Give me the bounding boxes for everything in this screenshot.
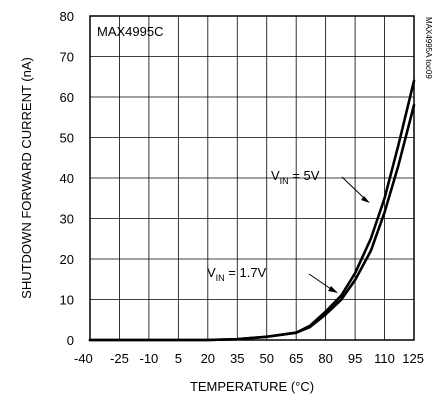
y-tick-label: 60	[60, 90, 74, 105]
y-axis-label: SHUTDOWN FORWARD CURRENT (nA)	[19, 57, 34, 299]
side-note: MAX4995A toc09	[424, 17, 433, 79]
series-layer	[88, 79, 416, 342]
callout-label-series-2: VIN = 1.7V	[207, 265, 267, 283]
x-tick-label: 110	[374, 351, 395, 366]
series-line-2	[88, 103, 416, 342]
x-tick-label: 50	[259, 351, 273, 366]
y-tick-label: 0	[67, 333, 74, 348]
grid	[90, 16, 414, 340]
x-tick-label: 65	[289, 351, 303, 366]
callout-arrow-line	[341, 176, 366, 200]
y-tick-label: 20	[60, 252, 74, 267]
y-tick-label: 70	[60, 50, 74, 65]
x-tick-label: 5	[175, 351, 182, 366]
callout-label-series-1: VIN = 5V	[271, 168, 320, 186]
x-tick-label: -40	[74, 351, 93, 366]
x-axis-label: TEMPERATURE (°C)	[190, 379, 314, 394]
series-line-1	[88, 79, 416, 342]
callout-arrowhead	[328, 286, 338, 293]
x-tick-label: 125	[402, 351, 424, 366]
callout-arrowhead	[361, 196, 370, 203]
x-tick-label: -25	[110, 351, 129, 366]
x-tick-label: -10	[140, 351, 159, 366]
callout-series-2: VIN = 1.7V	[207, 265, 338, 293]
x-tick-label: 80	[318, 351, 332, 366]
x-tick-label: 20	[201, 351, 215, 366]
callout-arrow-line	[308, 273, 332, 290]
y-tick-label: 30	[60, 212, 74, 227]
plot-frame	[89, 15, 415, 341]
y-tick-label: 50	[60, 131, 74, 146]
callout-series-1: VIN = 5V	[271, 168, 370, 203]
chart-title: MAX4995C	[97, 24, 163, 39]
x-axis-ticks: -40 -25 -10 5 20 35 50 65 80 95 110 125	[74, 351, 424, 366]
y-tick-label: 40	[60, 171, 74, 186]
y-axis-ticks: 0 10 20 30 40 50 60 70 80	[60, 9, 74, 348]
y-tick-label: 10	[60, 293, 74, 308]
x-tick-label: 35	[230, 351, 244, 366]
x-tick-label: 95	[348, 351, 362, 366]
y-tick-label: 80	[60, 9, 74, 24]
